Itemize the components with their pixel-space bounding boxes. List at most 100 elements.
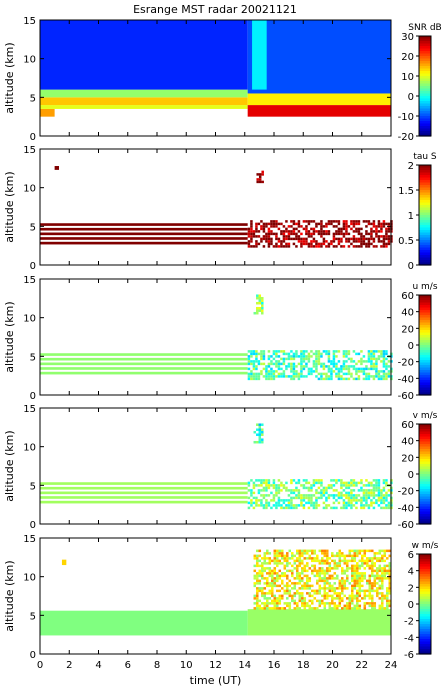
- colorbar-step: [419, 564, 431, 568]
- field-cell: [285, 489, 288, 492]
- field-cell: [378, 607, 382, 610]
- field-band: [40, 241, 248, 245]
- field-cell: [368, 587, 372, 590]
- field-cell: [318, 549, 322, 553]
- field-cell: [258, 306, 262, 310]
- field-cell: [340, 375, 343, 378]
- field-cell: [256, 594, 259, 598]
- field-cell: [338, 594, 342, 598]
- field-cell: [250, 350, 253, 353]
- field-cell: [326, 592, 329, 595]
- field-cell: [356, 579, 359, 583]
- field-cell: [302, 375, 306, 378]
- field-cell: [382, 499, 386, 502]
- field-cell: [272, 504, 276, 507]
- ytick-label: 5: [30, 481, 36, 492]
- field-cell: [276, 607, 279, 610]
- field-cell: [375, 362, 378, 366]
- field-cell: [370, 484, 373, 487]
- field-cell: [356, 572, 359, 575]
- field-cell: [322, 501, 326, 505]
- field-cell: [332, 365, 336, 368]
- field-cell: [273, 602, 277, 605]
- field-cell: [300, 372, 303, 376]
- field-cell: [351, 599, 354, 603]
- field-cell: [302, 365, 306, 368]
- field-cell: [370, 235, 373, 238]
- field-cell: [321, 602, 324, 605]
- field-cell: [256, 577, 259, 580]
- field-cell: [312, 227, 316, 231]
- field-cell: [282, 362, 286, 366]
- field-cell: [375, 481, 378, 485]
- field-cell: [253, 582, 257, 585]
- field-cell: [300, 370, 303, 373]
- field-cell: [307, 370, 311, 373]
- field-cell: [357, 245, 361, 248]
- field-cell: [292, 222, 296, 226]
- colorbar-step: [419, 392, 431, 396]
- field-cell: [373, 589, 377, 593]
- field-cell: [265, 489, 268, 492]
- field-cell: [282, 245, 286, 248]
- field-cell: [345, 486, 348, 490]
- field-cell: [355, 352, 358, 356]
- field-cell: [331, 594, 334, 598]
- field-cell: [247, 240, 251, 243]
- field-cell: [381, 602, 384, 605]
- field-cell: [282, 237, 286, 241]
- field-cell: [275, 235, 278, 238]
- colorbar-step: [419, 128, 431, 132]
- field-cell: [363, 607, 367, 610]
- field-cell: [340, 494, 343, 497]
- field-cell: [318, 577, 322, 580]
- field-cell: [376, 567, 379, 570]
- field-cell: [315, 501, 318, 505]
- field-cell: [387, 240, 391, 243]
- field-cell: [308, 579, 312, 583]
- xtick-label: 24: [385, 660, 398, 671]
- field-cell: [295, 350, 298, 353]
- field-cell: [377, 491, 381, 495]
- field-cell: [282, 240, 286, 243]
- field-cell: [375, 370, 378, 373]
- field-cell: [267, 242, 271, 246]
- field-cell: [363, 572, 367, 575]
- field-cell: [307, 222, 311, 226]
- field-cell: [346, 602, 349, 605]
- field-cell: [256, 178, 259, 181]
- colorbar-step: [419, 76, 431, 80]
- colorbar-step: [419, 71, 431, 75]
- field-cell: [296, 602, 299, 605]
- colorbar-step: [419, 554, 431, 558]
- field-cell: [260, 494, 263, 497]
- field-cell: [253, 440, 257, 444]
- colorbar-step: [419, 83, 431, 87]
- colorbar-step: [419, 494, 431, 498]
- field-cell: [327, 220, 331, 223]
- field-cell: [280, 484, 283, 487]
- field-cell: [337, 350, 341, 353]
- field-cell: [258, 572, 262, 575]
- field-cell: [375, 479, 378, 482]
- field-cell: [290, 479, 293, 482]
- field-cell: [346, 554, 349, 558]
- field-cell: [345, 484, 348, 487]
- field-cell: [286, 552, 289, 555]
- field-cell: [260, 504, 263, 507]
- field-cell: [341, 592, 344, 595]
- field-cell: [372, 506, 376, 510]
- field-cell: [368, 594, 372, 598]
- field-cell: [383, 552, 387, 555]
- field-cell: [313, 552, 317, 555]
- field-cell: [365, 489, 368, 492]
- field-cell: [312, 370, 316, 373]
- xtick-label: 22: [355, 660, 368, 671]
- field-cell: [263, 582, 267, 585]
- field-cell: [307, 235, 311, 238]
- field-cell: [360, 227, 363, 231]
- field-cell: [352, 489, 356, 492]
- field-cell: [278, 584, 282, 588]
- field-cell: [380, 377, 383, 381]
- field-cell: [323, 594, 327, 598]
